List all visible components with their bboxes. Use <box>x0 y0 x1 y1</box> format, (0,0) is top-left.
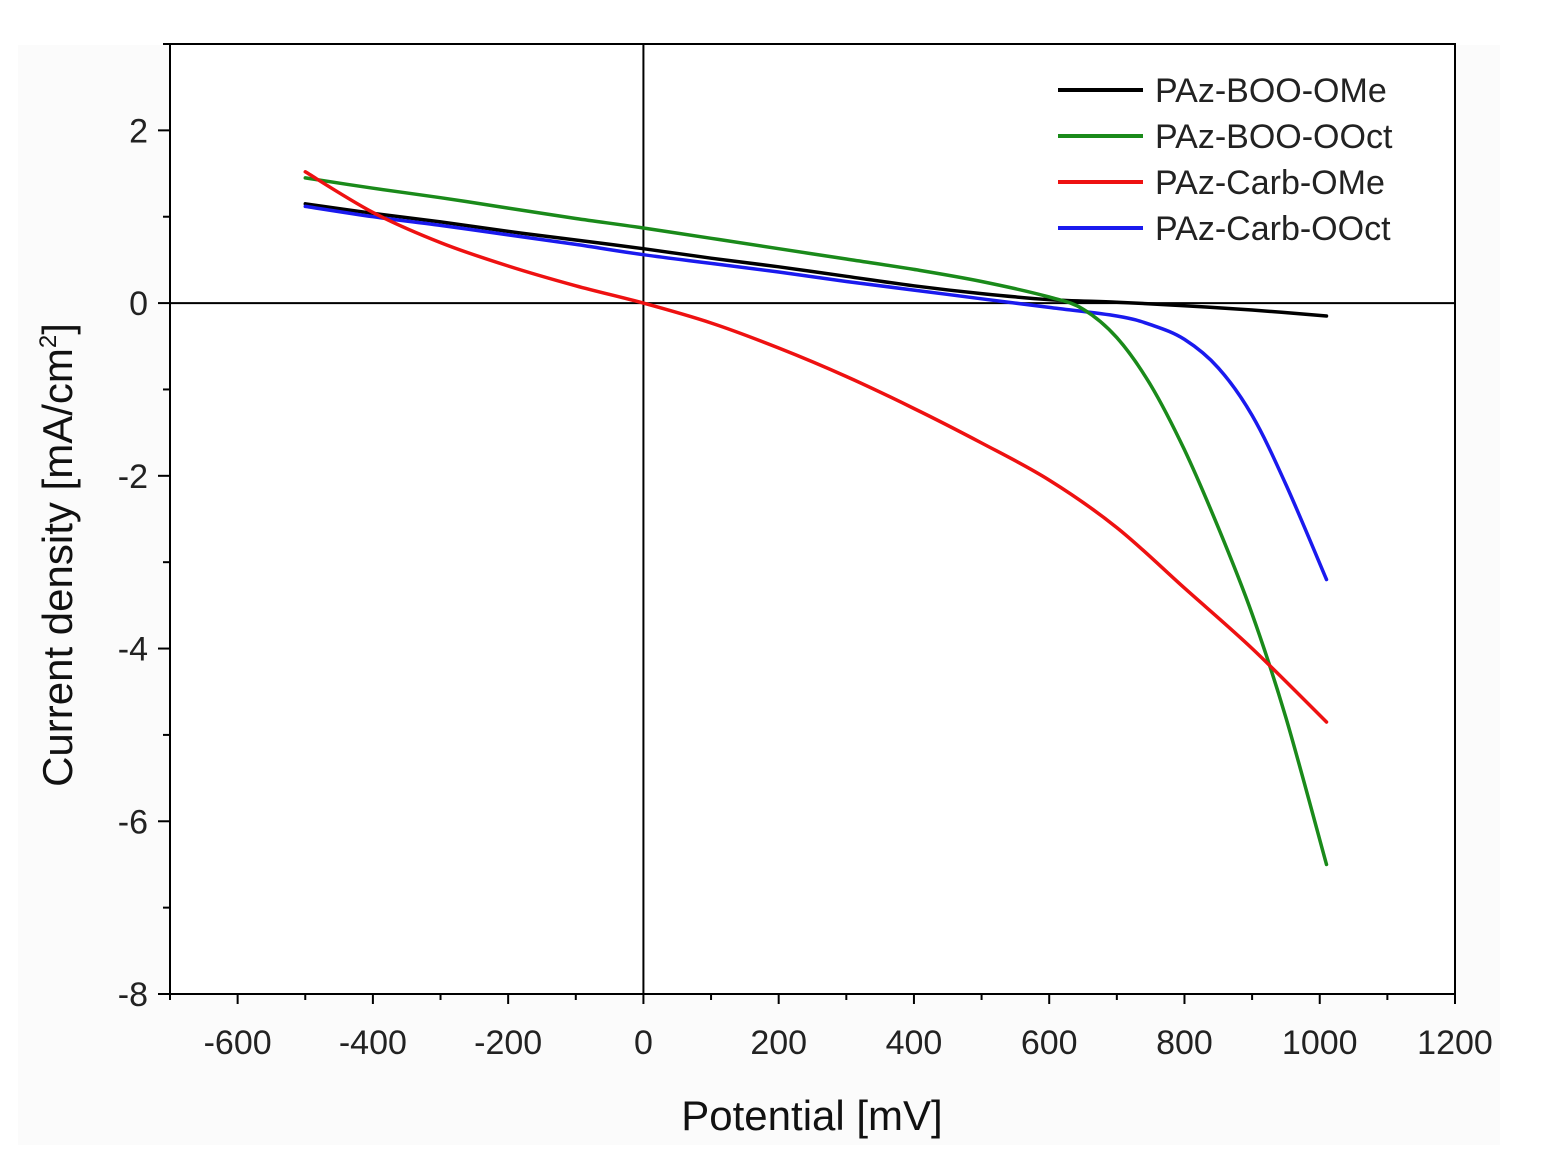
y-tick-label: 0 <box>129 285 148 323</box>
y-tick-label: -6 <box>118 803 148 841</box>
x-tick-label: 600 <box>1021 1024 1078 1062</box>
x-tick-label: 800 <box>1156 1024 1213 1062</box>
legend: PAz-BOO-OMe PAz-BOO-OOct PAz-Carb-OMe PAz-C… <box>1058 72 1393 248</box>
legend-label-paz-boo-ome: PAz-BOO-OMe <box>1155 72 1387 110</box>
y-tick-label: -8 <box>118 976 148 1014</box>
x-tick-label: 1200 <box>1417 1024 1493 1062</box>
series-line-paz-carb-ome <box>303 170 1329 724</box>
x-tick-label: -400 <box>339 1024 407 1062</box>
y-axis-title: Current density [mA/cm2] <box>34 323 81 787</box>
legend-label-paz-boo-ooct: PAz-BOO-OOct <box>1155 118 1393 156</box>
y-tick-label: -2 <box>118 458 148 496</box>
x-tick-label: 1000 <box>1282 1024 1358 1062</box>
series-line-paz-carb-ooct <box>303 204 1329 582</box>
x-tick-label: 400 <box>886 1024 943 1062</box>
y-axis: 2 0 -2 -4 -6 -8 <box>118 43 170 1014</box>
legend-label-paz-carb-ooct: PAz-Carb-OOct <box>1155 210 1391 248</box>
x-axis: -600 -400 -200 0 200 400 600 800 1000 1200 <box>169 994 1493 1062</box>
series-line-paz-boo-ome <box>303 202 1329 318</box>
y-axis-title-main: Current density [mA/cm <box>34 348 81 787</box>
x-tick-label: 0 <box>634 1024 653 1062</box>
x-axis-title: Potential [mV] <box>681 1092 942 1139</box>
legend-label-paz-carb-ome: PAz-Carb-OMe <box>1155 164 1385 202</box>
x-tick-label: 200 <box>750 1024 807 1062</box>
y-axis-title-end: ] <box>34 323 81 335</box>
x-tick-label: -200 <box>474 1024 542 1062</box>
plot-area <box>170 44 1455 994</box>
y-tick-label: -4 <box>118 631 148 669</box>
series-layer <box>303 170 1329 867</box>
y-axis-title-superscript: 2 <box>35 335 62 348</box>
x-tick-label: -600 <box>204 1024 272 1062</box>
reference-lines <box>170 44 1455 994</box>
y-tick-label: 2 <box>129 112 148 150</box>
plot-frame <box>169 43 1456 995</box>
series-line-paz-boo-ooct <box>303 176 1329 867</box>
